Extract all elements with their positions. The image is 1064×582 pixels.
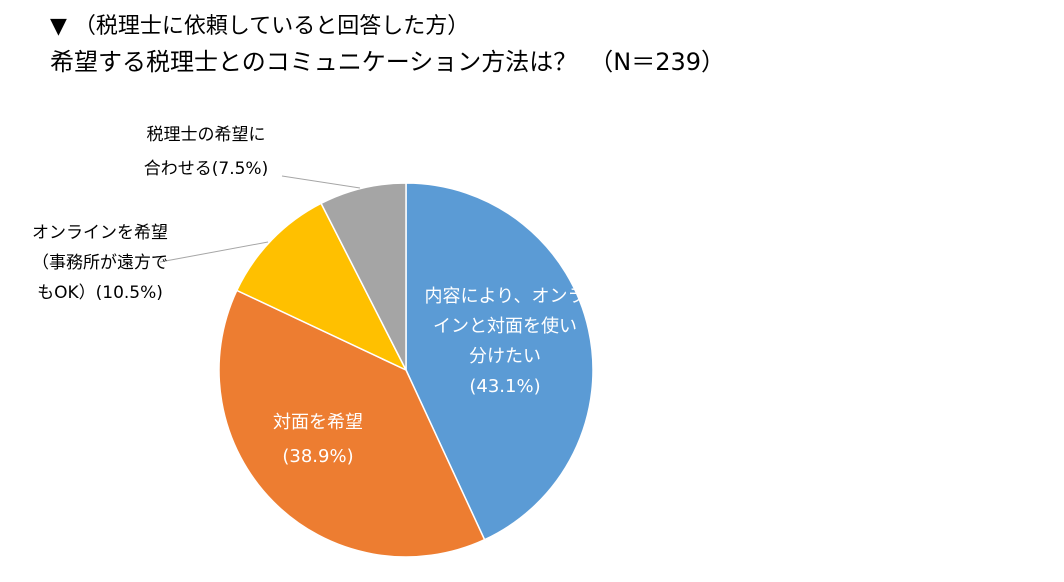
slice-label-line: インと対面を使い <box>433 316 577 337</box>
slice-label-line: 税理士の希望に <box>147 125 266 145</box>
slice-label: 対面を希望 (38.9%) <box>273 412 363 467</box>
slice-label-line: 合わせる(7.5%) <box>144 159 268 179</box>
slice-label-line: （事務所が遠方で <box>32 253 168 273</box>
leader-line <box>159 241 269 263</box>
slice-mixed <box>405 182 594 541</box>
slice-label-line: 内容により、オンラ <box>425 286 586 307</box>
leader-line <box>281 175 361 189</box>
chart-title: 希望する税理士とのコミュニケーション方法は？ （N＝239） <box>50 48 726 76</box>
slice-label: オンラインを希望 （事務所が遠方でもOK）(10.5%) <box>32 223 168 303</box>
slice-online <box>235 202 408 372</box>
slice-label-line: もOK）(10.5%) <box>37 283 163 303</box>
slice-in-person <box>218 289 486 558</box>
slice-label: 内容により、オンラインと対面を使い分けたい (43.1%) <box>425 286 586 397</box>
slice-label-line: (43.1%) <box>469 376 540 397</box>
slice-label: 税理士の希望に合わせる(7.5%) <box>144 125 268 179</box>
slice-label-line: オンラインを希望 <box>32 223 168 243</box>
slice-accountant-preference <box>320 182 407 371</box>
slice-label-line: (38.9%) <box>282 446 353 467</box>
slice-label-line: 対面を希望 <box>273 412 363 433</box>
chart-subtitle: ▼ （税理士に依頼していると回答した方） <box>50 14 470 39</box>
slice-label-line: 分けたい <box>469 346 541 367</box>
